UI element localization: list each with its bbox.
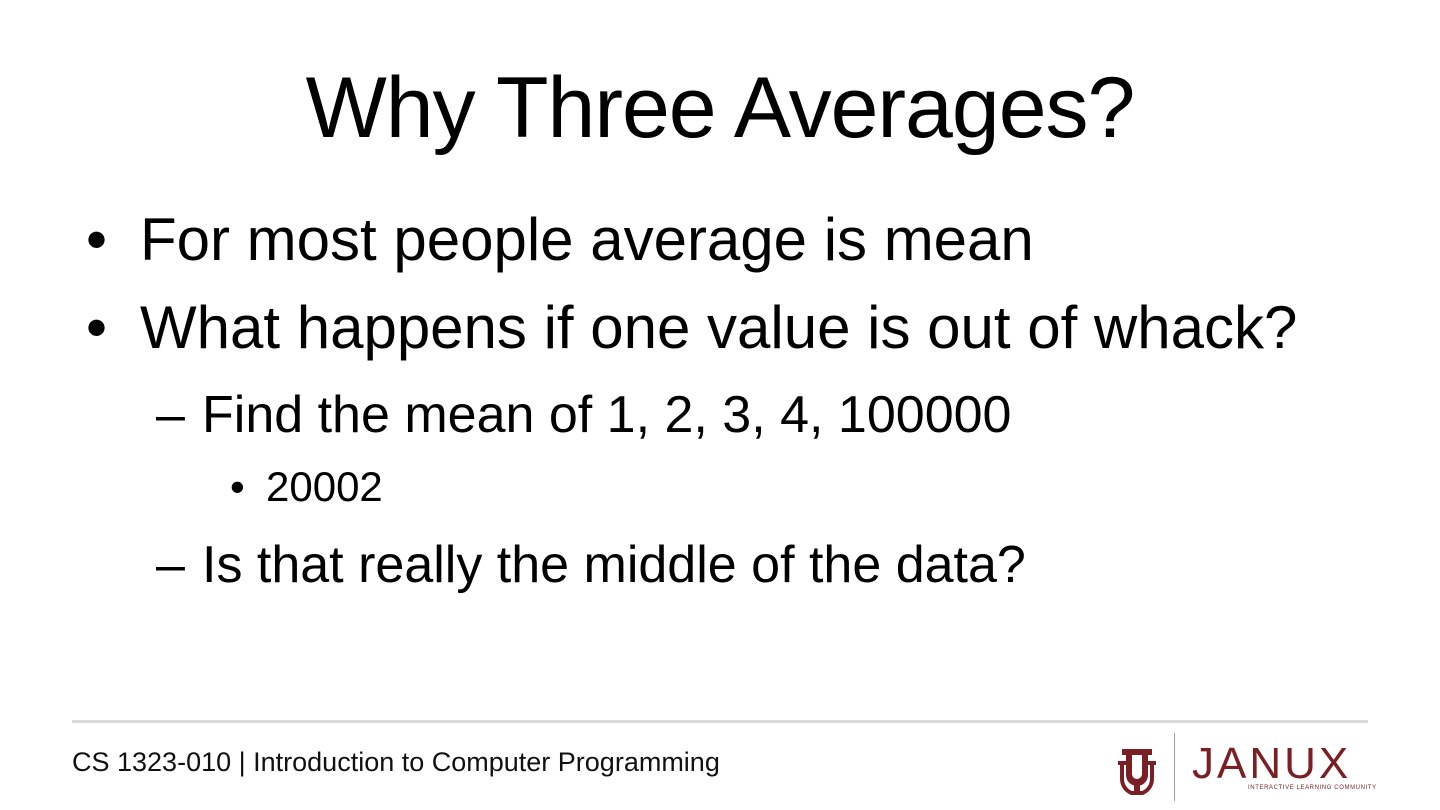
janux-tagline: INTERACTIVE LEARNING COMMUNITY bbox=[1248, 785, 1377, 791]
janux-logo: JANUX INTERACTIVE LEARNING COMMUNITY bbox=[1112, 733, 1377, 803]
ou-logo-icon bbox=[1118, 749, 1156, 795]
sub-bullet-text: Is that really the middle of the data? bbox=[202, 536, 1026, 594]
bullet-marker: • bbox=[86, 206, 108, 273]
sub-bullet-text: Find the mean of 1, 2, 3, 4, 100000 bbox=[202, 386, 1012, 444]
bullet-text: For most people average is mean bbox=[140, 206, 1034, 273]
logo-divider bbox=[1174, 733, 1175, 801]
bullet-marker: • bbox=[230, 463, 245, 510]
dash-marker: – bbox=[156, 386, 185, 444]
bullet-text: What happens if one value is out of whac… bbox=[140, 294, 1298, 361]
course-label: CS 1323-010 | Introduction to Computer P… bbox=[72, 747, 720, 777]
footer-divider bbox=[72, 720, 1368, 723]
slide-title: Why Three Averages? bbox=[305, 60, 1136, 156]
dash-marker: – bbox=[156, 536, 185, 594]
janux-wordmark: JANUX bbox=[1192, 739, 1352, 788]
sub-sub-bullet-text: 20002 bbox=[266, 463, 383, 510]
bullet-marker: • bbox=[86, 294, 108, 361]
